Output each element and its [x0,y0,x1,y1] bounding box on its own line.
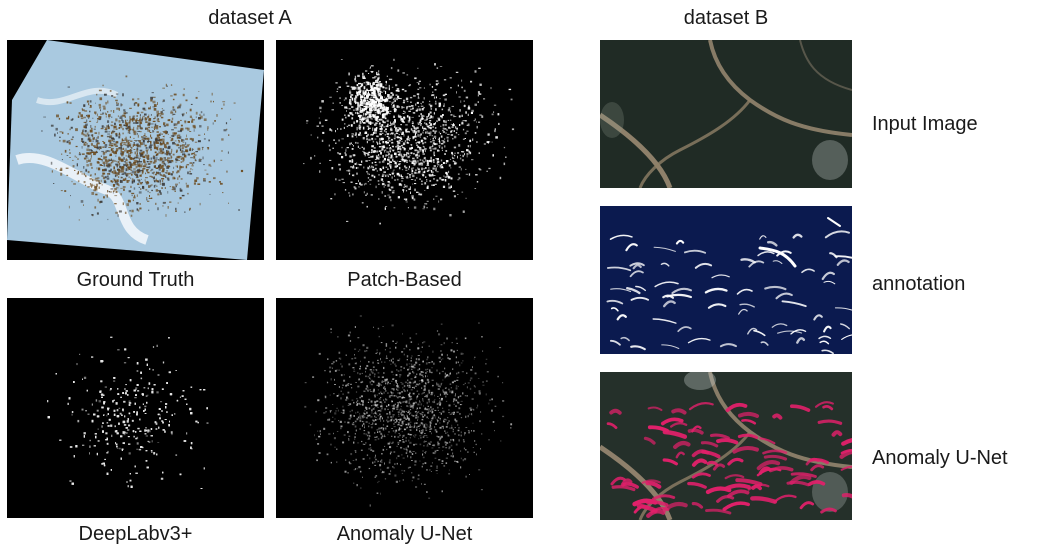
deeplab-image [7,298,264,518]
deeplab-caption: DeepLabv3+ [78,523,193,545]
patch-based-canvas [276,40,533,260]
patch-based-image [276,40,533,260]
input-image-canvas [600,40,852,188]
anomaly-unet-a-image [276,298,533,518]
annotation-label: annotation [872,273,966,295]
anomaly-unet-b-image [600,372,852,520]
input-image-label: Input Image [872,113,978,135]
dataset-b-title: dataset B [683,7,769,29]
anomaly-unet-b-label: Anomaly U-Net [872,447,1008,469]
ground-truth-canvas [7,40,264,260]
ground-truth-caption: Ground Truth [76,269,195,291]
deeplab-canvas [7,298,264,518]
ground-truth-image [7,40,264,260]
anomaly-unet-b-canvas [600,372,852,520]
anomaly-unet-a-caption: Anomaly U-Net [336,523,473,545]
patch-based-caption: Patch-Based [347,269,462,291]
input-image [600,40,852,188]
anomaly-unet-a-canvas [276,298,533,518]
annotation-canvas [600,206,852,354]
annotation-image [600,206,852,354]
dataset-a-title: dataset A [208,7,292,29]
